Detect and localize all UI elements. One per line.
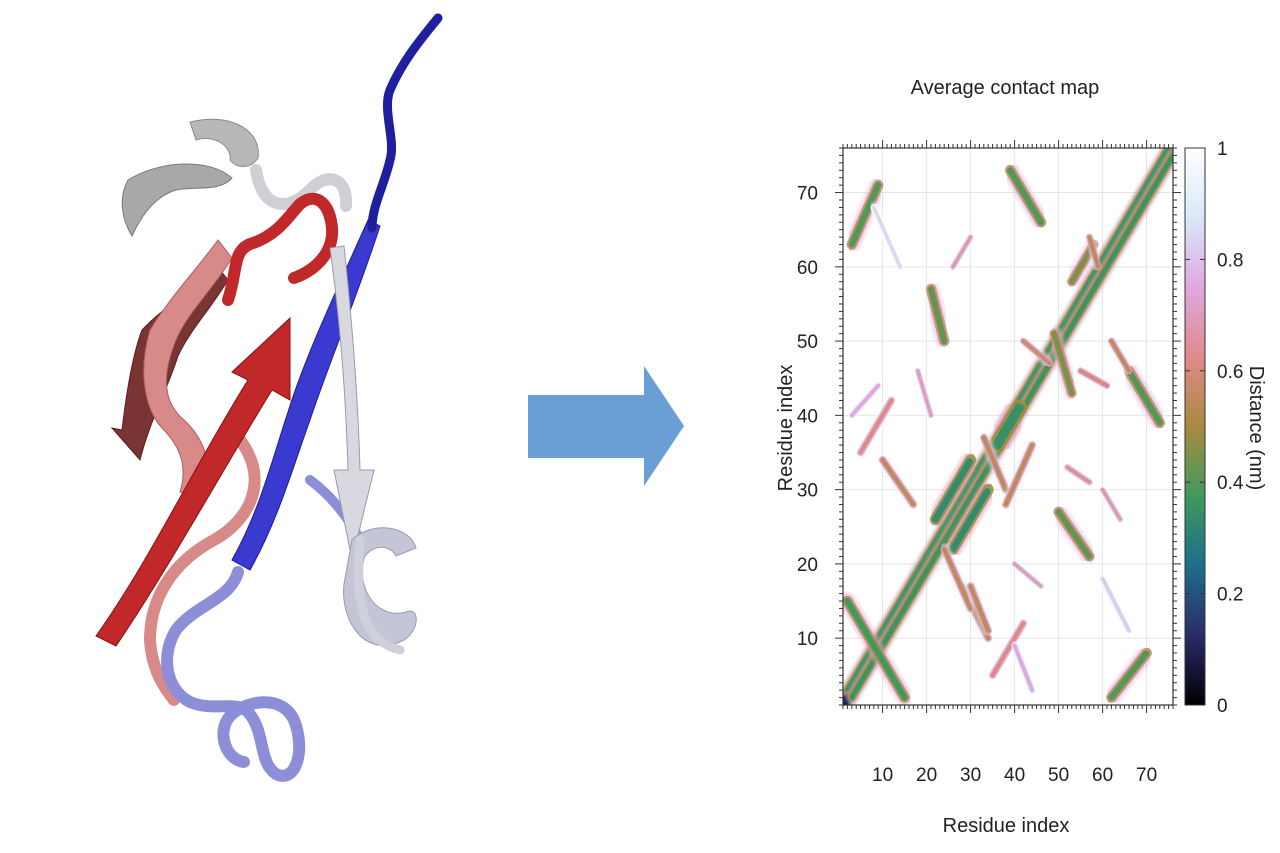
- contact-band-9: [1055, 508, 1093, 560]
- x-axis-ticks: 10 20 30 40 50 60 70: [842, 140, 1174, 786]
- x-axis-label: Residue index: [943, 815, 1070, 837]
- pink-strand-ribbon: [143, 239, 233, 501]
- colorbar-tick-label: 0.6: [1217, 362, 1243, 383]
- contact-band-8: [927, 286, 948, 345]
- contact-band-22: [1003, 442, 1035, 507]
- contact-band-25: [1100, 576, 1131, 633]
- contact-band-20: [968, 583, 991, 633]
- colorbar-tick-label: 0.8: [1217, 250, 1243, 271]
- contact-bands: [843, 148, 1173, 705]
- colorbar-tick-label: 0.2: [1217, 585, 1243, 606]
- contact-band-14: [992, 403, 1024, 450]
- contact-band-19: [942, 546, 973, 611]
- contact-band-17: [880, 457, 916, 507]
- contact-band-29: [1087, 235, 1101, 269]
- y-axis-label: Residue index: [775, 365, 797, 492]
- y-tick-label: 60: [797, 258, 818, 279]
- white-loop-ribbon: [250, 164, 353, 212]
- y-tick-label: 40: [797, 406, 818, 427]
- x-tick-label: 20: [916, 765, 937, 786]
- gray-helix-ribbon: [121, 163, 233, 238]
- chart-title: Average contact map: [911, 77, 1100, 99]
- pale-loop-ribbon: [343, 527, 417, 646]
- contact-band-7: [1125, 367, 1163, 426]
- contact-band-33: [1021, 339, 1052, 366]
- contact-band-3: [844, 597, 908, 701]
- contact-band-13: [949, 486, 992, 553]
- protein-ribbon-structure: [95, 13, 443, 782]
- colorbar: 0 0.2 0.4 0.6 0.8 1 Distance (nm): [1184, 139, 1267, 717]
- y-tick-label: 50: [797, 332, 818, 353]
- x-tick-label: 10: [872, 765, 893, 786]
- contact-band-16: [990, 621, 1026, 678]
- y-tick-label: 20: [797, 555, 818, 576]
- x-tick-label: 50: [1048, 765, 1069, 786]
- colorbar-tick-label: 1: [1217, 139, 1228, 160]
- y-axis-ticks: 10 20 30 40 50 60 70: [797, 147, 1181, 706]
- colorbar-ticks: 0 0.2 0.4 0.6 0.8 1: [1185, 139, 1244, 717]
- contact-band-35: [951, 235, 973, 269]
- contact-band-24: [849, 383, 881, 418]
- contact-band-4: [848, 182, 882, 248]
- x-tick-label: 60: [1092, 765, 1113, 786]
- colorbar-label: Distance (nm): [1245, 366, 1267, 490]
- contact-band-28: [1065, 465, 1092, 485]
- gray-turn-ribbon: [189, 118, 259, 167]
- contact-band-30: [1109, 339, 1131, 373]
- y-tick-label: 10: [797, 629, 818, 650]
- light-blue-loop-ribbon: [161, 566, 306, 782]
- contact-band-12: [932, 456, 974, 523]
- pale-strand-ribbon: [329, 245, 375, 561]
- colorbar-gradient: [1184, 147, 1206, 706]
- contact-band-23: [1012, 643, 1035, 693]
- red-strand-ribbon: [95, 316, 291, 647]
- n-terminus-tube: [367, 13, 443, 233]
- contact-band-10: [1051, 330, 1075, 396]
- y-tick-label: 70: [797, 184, 818, 205]
- contact-band-6: [1007, 167, 1045, 226]
- arrow-right-icon: [528, 366, 684, 486]
- x-tick-label: 30: [960, 765, 981, 786]
- pink-loop-ribbon: [143, 434, 261, 706]
- contact-map-chart: Average contact map 10 20 30 40 50 60 70 10203…: [775, 77, 1267, 837]
- contact-band-31: [916, 369, 933, 418]
- x-tick-label: 70: [1136, 765, 1157, 786]
- contact-band-5: [1108, 649, 1150, 701]
- x-tick-label: 40: [1004, 765, 1025, 786]
- pale-tube: [354, 535, 405, 655]
- colorbar-tick-label: 0.4: [1217, 473, 1244, 494]
- contact-band-21: [981, 435, 1008, 492]
- colorbar-tick-label: 0: [1217, 696, 1228, 717]
- plot-frame: [842, 147, 1174, 706]
- contact-band-15: [858, 398, 894, 455]
- contact-band-26: [871, 205, 903, 269]
- contact-band-27: [1078, 368, 1109, 388]
- contact-band-34: [1100, 487, 1122, 522]
- red-loop-ribbon: [222, 192, 339, 306]
- contact-band-32: [1012, 562, 1043, 588]
- y-tick-label: 30: [797, 481, 818, 502]
